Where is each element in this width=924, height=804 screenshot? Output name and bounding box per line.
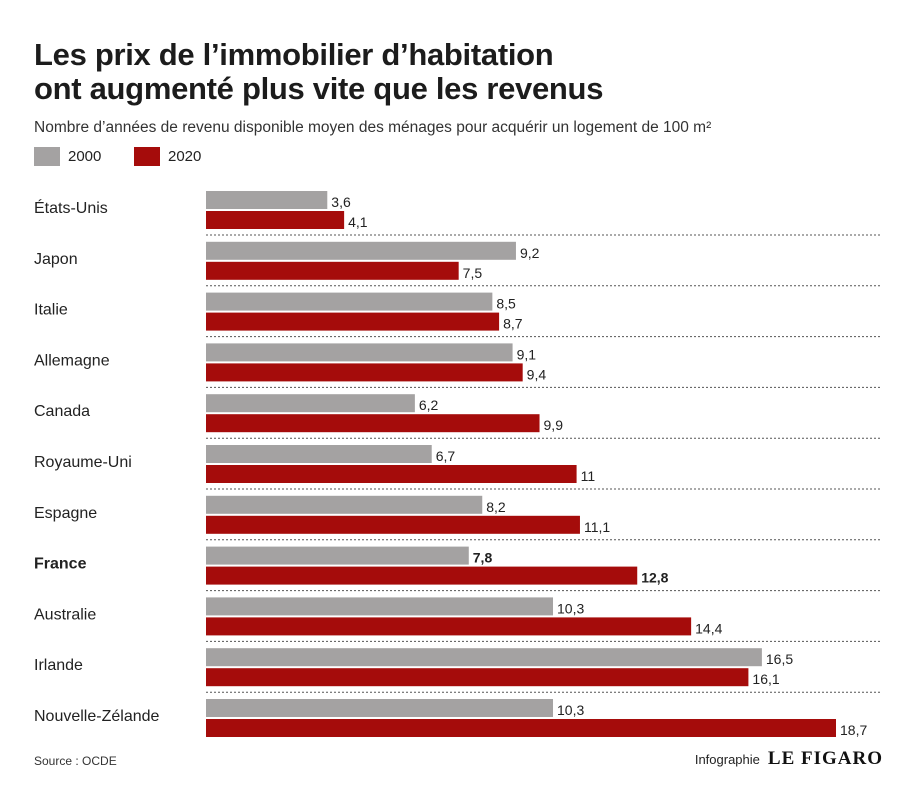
value-label-2020-nouvelle-zelande: 18,7 bbox=[840, 722, 867, 738]
bar-2020-etats-unis bbox=[206, 211, 345, 229]
value-label-2000-royaume-uni: 6,7 bbox=[436, 448, 456, 464]
country-label-france: France bbox=[34, 556, 87, 573]
bar-2020-france bbox=[206, 566, 638, 585]
value-label-2020-allemagne: 9,4 bbox=[527, 366, 547, 382]
bar-2000-japon bbox=[206, 241, 516, 260]
legend-label-2000: 2000 bbox=[68, 148, 102, 165]
value-label-2020-australie: 14,4 bbox=[695, 620, 722, 636]
value-label-2020-canada: 9,9 bbox=[544, 417, 564, 433]
credit: Infographie LE FIGARO bbox=[695, 748, 883, 770]
value-label-2000-japon: 9,2 bbox=[520, 245, 540, 261]
value-label-2020-japon: 7,5 bbox=[463, 265, 483, 281]
bar-2020-nouvelle-zelande bbox=[206, 719, 836, 737]
value-label-2020-france: 12,8 bbox=[641, 570, 668, 586]
bar-2000-nouvelle-zelande bbox=[206, 699, 554, 717]
value-label-2020-royaume-uni: 11 bbox=[581, 468, 596, 484]
legend-item-2000: 2000 bbox=[34, 147, 101, 166]
value-label-2000-allemagne: 9,1 bbox=[517, 346, 537, 362]
country-label-canada: Canada bbox=[34, 403, 90, 420]
value-label-2000-italie: 8,5 bbox=[496, 296, 516, 312]
country-label-australie: Australie bbox=[34, 606, 96, 623]
bar-2000-australie bbox=[206, 597, 554, 616]
value-label-2000-canada: 6,2 bbox=[419, 397, 439, 413]
country-label-japon: Japon bbox=[34, 251, 78, 268]
bar-2000-irlande bbox=[206, 648, 762, 667]
value-label-2000-france: 7,8 bbox=[473, 550, 493, 566]
bar-2020-espagne bbox=[206, 515, 580, 534]
bar-2000-royaume-uni bbox=[206, 445, 432, 463]
country-label-irlande: Irlande bbox=[34, 657, 83, 674]
country-label-espagne: Espagne bbox=[34, 505, 97, 522]
bar-2000-italie bbox=[206, 292, 493, 311]
value-label-2000-nouvelle-zelande: 10,3 bbox=[557, 702, 584, 718]
legend-swatch-2000 bbox=[34, 147, 60, 166]
legend-swatch-2020 bbox=[134, 147, 160, 166]
chart-title-line-2: ont augmenté plus vite que les revenus bbox=[34, 71, 604, 106]
source-note: Source : OCDE bbox=[34, 754, 117, 768]
bar-2020-royaume-uni bbox=[206, 465, 577, 483]
country-label-italie: Italie bbox=[34, 302, 68, 319]
value-label-2020-italie: 8,7 bbox=[503, 316, 523, 332]
bar-2020-canada bbox=[206, 414, 540, 433]
value-label-2000-irlande: 16,5 bbox=[766, 651, 793, 667]
credit-prefix: Infographie bbox=[694, 752, 760, 767]
value-label-2020-etats-unis: 4,1 bbox=[348, 214, 368, 230]
value-label-2020-espagne: 11,1 bbox=[584, 519, 610, 535]
value-label-2000-espagne: 8,2 bbox=[486, 499, 506, 515]
bar-2000-espagne bbox=[206, 495, 483, 514]
bar-2020-allemagne bbox=[206, 363, 523, 382]
value-label-2020-irlande: 16,1 bbox=[752, 671, 779, 687]
le-figaro-logo: LE FIGARO bbox=[767, 748, 883, 769]
bar-2000-etats-unis bbox=[206, 191, 328, 209]
bar-2000-canada bbox=[206, 394, 415, 413]
country-label-allemagne: Allemagne bbox=[34, 352, 110, 369]
value-label-2000-australie: 10,3 bbox=[557, 600, 584, 616]
chart-subtitle: Nombre d’années de revenu disponible moy… bbox=[34, 119, 712, 136]
bar-2020-irlande bbox=[206, 668, 749, 687]
bar-2020-australie bbox=[206, 617, 692, 636]
bar-2020-italie bbox=[206, 312, 500, 331]
legend-item-2020: 2020 bbox=[134, 147, 201, 166]
value-label-2000-etats-unis: 3,6 bbox=[331, 194, 351, 210]
country-label-royaume-uni: Royaume-Uni bbox=[34, 454, 132, 471]
country-label-nouvelle-zelande: Nouvelle-Zélande bbox=[34, 708, 160, 725]
bar-2000-france bbox=[206, 546, 469, 565]
chart-title: Les prix de l’immobilier d’habitation on… bbox=[34, 38, 894, 106]
legend-label-2020: 2020 bbox=[168, 148, 202, 165]
bar-2000-allemagne bbox=[206, 343, 513, 362]
chart-title-line-1: Les prix de l’immobilier d’habitation bbox=[34, 37, 554, 72]
bar-2020-japon bbox=[206, 261, 459, 280]
country-label-etats-unis: États-Unis bbox=[34, 198, 108, 217]
